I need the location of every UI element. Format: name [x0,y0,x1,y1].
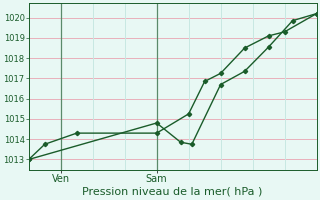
X-axis label: Pression niveau de la mer( hPa ): Pression niveau de la mer( hPa ) [83,187,263,197]
